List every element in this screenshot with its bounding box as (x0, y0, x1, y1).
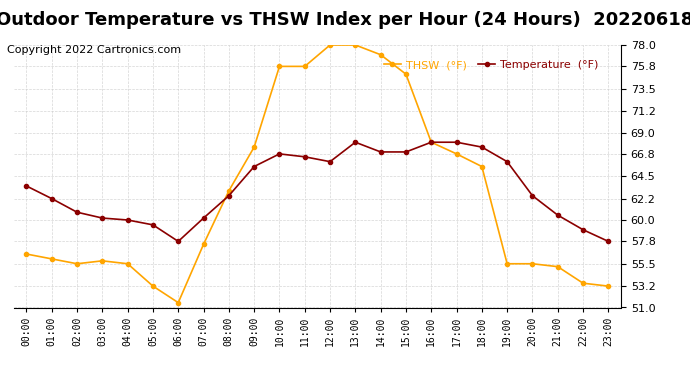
THSW  (°F) (48, 256, 56, 261)
THSW  (°F) (275, 64, 284, 69)
THSW  (°F) (351, 43, 359, 47)
Temperature  (°F) (402, 150, 410, 154)
THSW  (°F) (73, 261, 81, 266)
Temperature  (°F) (477, 145, 486, 149)
THSW  (°F) (553, 264, 562, 269)
Temperature  (°F) (427, 140, 435, 144)
THSW  (°F) (22, 252, 30, 256)
Temperature  (°F) (174, 239, 182, 244)
Temperature  (°F) (579, 228, 587, 232)
Temperature  (°F) (529, 194, 537, 198)
Temperature  (°F) (301, 154, 309, 159)
Temperature  (°F) (48, 196, 56, 201)
Temperature  (°F) (604, 239, 613, 244)
THSW  (°F) (326, 43, 334, 47)
Temperature  (°F) (453, 140, 461, 144)
THSW  (°F) (427, 140, 435, 144)
THSW  (°F) (402, 72, 410, 76)
Temperature  (°F) (351, 140, 359, 144)
Temperature  (°F) (553, 213, 562, 217)
Temperature  (°F) (250, 164, 258, 169)
Temperature  (°F) (73, 210, 81, 214)
Temperature  (°F) (275, 152, 284, 156)
Temperature  (°F) (98, 216, 106, 220)
THSW  (°F) (301, 64, 309, 69)
THSW  (°F) (377, 53, 385, 57)
Temperature  (°F) (225, 194, 233, 198)
THSW  (°F) (199, 242, 208, 246)
THSW  (°F) (98, 259, 106, 263)
Line: Temperature  (°F): Temperature (°F) (24, 140, 611, 243)
Temperature  (°F) (326, 159, 334, 164)
Temperature  (°F) (199, 216, 208, 220)
Temperature  (°F) (124, 218, 132, 222)
THSW  (°F) (604, 284, 613, 288)
Temperature  (°F) (149, 223, 157, 227)
THSW  (°F) (529, 261, 537, 266)
Temperature  (°F) (377, 150, 385, 154)
THSW  (°F) (503, 261, 511, 266)
THSW  (°F) (453, 152, 461, 156)
THSW  (°F) (250, 145, 258, 149)
Legend: THSW  (°F), Temperature  (°F): THSW (°F), Temperature (°F) (380, 56, 603, 75)
THSW  (°F) (149, 284, 157, 288)
THSW  (°F) (225, 189, 233, 193)
THSW  (°F) (174, 300, 182, 305)
Text: Copyright 2022 Cartronics.com: Copyright 2022 Cartronics.com (7, 45, 181, 55)
THSW  (°F) (579, 281, 587, 285)
Text: Outdoor Temperature vs THSW Index per Hour (24 Hours)  20220618: Outdoor Temperature vs THSW Index per Ho… (0, 11, 690, 29)
Temperature  (°F) (503, 159, 511, 164)
Temperature  (°F) (22, 184, 30, 188)
Line: THSW  (°F): THSW (°F) (24, 43, 611, 305)
THSW  (°F) (124, 261, 132, 266)
THSW  (°F) (477, 164, 486, 169)
